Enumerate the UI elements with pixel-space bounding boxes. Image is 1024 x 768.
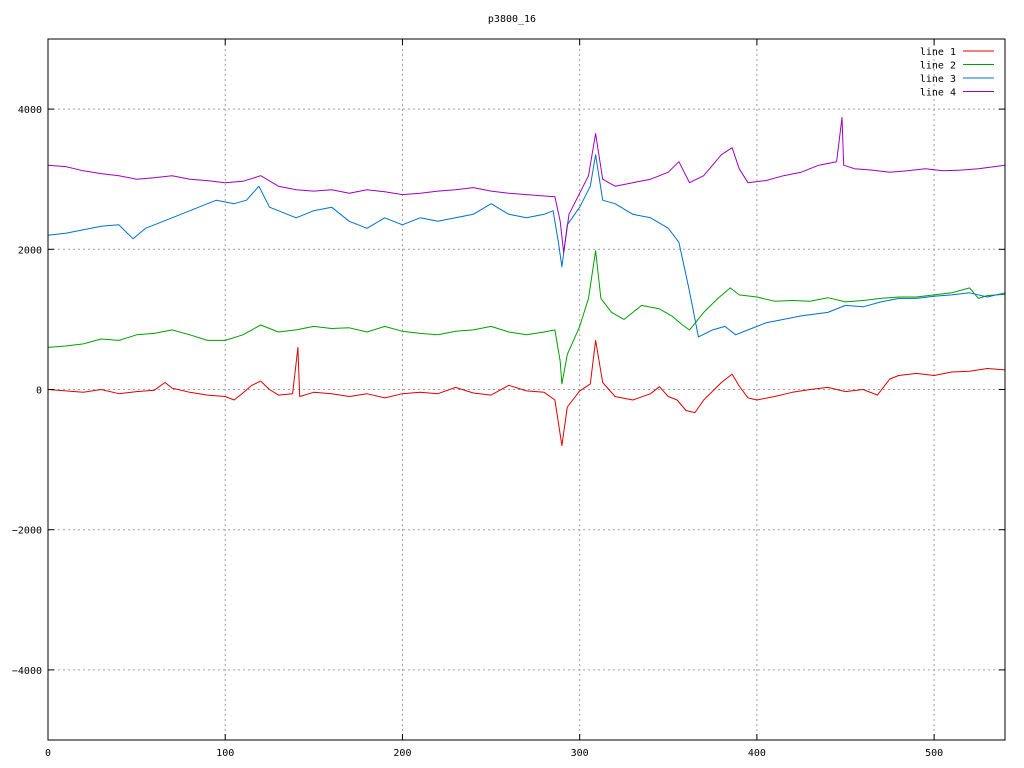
x-tick-label: 300: [571, 748, 589, 759]
x-tick-label: 500: [925, 748, 943, 759]
chart-title: p3800_16: [488, 14, 536, 25]
tick-labels: 0 100 200 300 400 500 −4000 −2000 0 2000 4000: [12, 39, 1005, 759]
series-line-3: [47, 154, 1006, 338]
grid-lines: [48, 39, 1005, 740]
y-tick-label: −2000: [12, 526, 42, 537]
x-tick-label: 400: [748, 748, 766, 759]
plot-frame: [47, 38, 1006, 741]
x-tick-label: 0: [45, 748, 51, 759]
legend: line 1 line 2 line 3 line 4: [920, 47, 994, 99]
x-tick-label: 100: [216, 748, 234, 759]
legend-label: line 3: [920, 74, 956, 85]
x-tick-label: 200: [393, 748, 411, 759]
legend-label: line 2: [920, 61, 956, 72]
y-tick-label: −4000: [12, 666, 42, 677]
legend-label: line 4: [920, 88, 956, 99]
series-line-2: [47, 250, 1006, 385]
legend-label: line 1: [920, 47, 956, 58]
y-tick-label: 2000: [18, 245, 42, 256]
series-line-4: [47, 117, 1006, 254]
series-lines: [47, 117, 1006, 447]
series-line-1: [47, 339, 1006, 447]
y-tick-label: 4000: [18, 105, 42, 116]
y-tick-label: 0: [36, 386, 42, 397]
